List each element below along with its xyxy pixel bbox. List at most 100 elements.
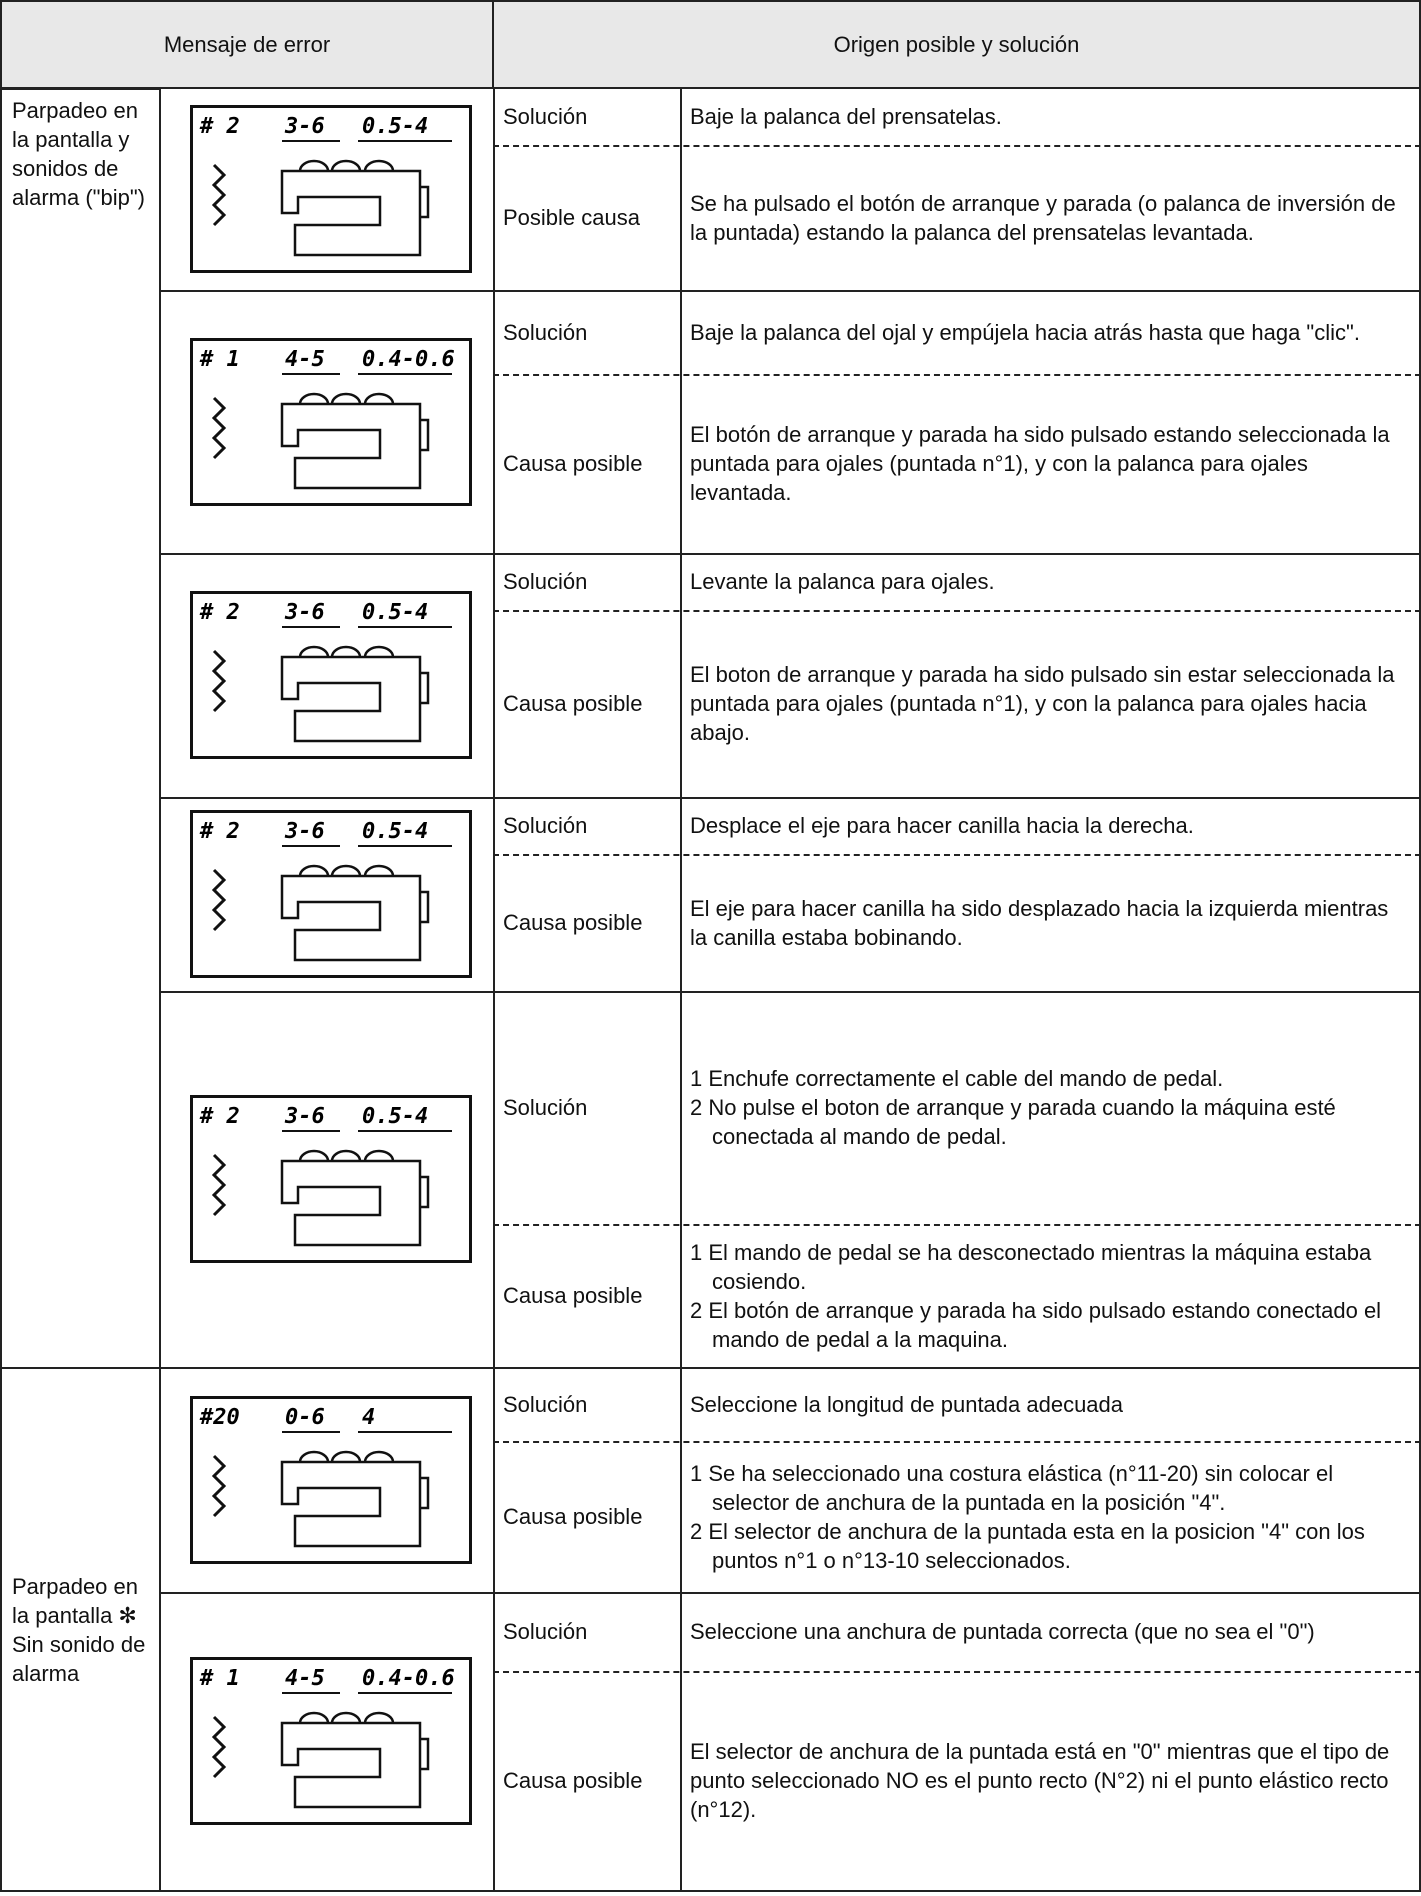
- solution-label: Solución: [493, 290, 680, 374]
- rule: [160, 290, 1421, 292]
- lcd-length: 3-6: [284, 114, 325, 139]
- rule: [680, 1592, 682, 1890]
- lcd-display: # 2 3-6 0.5-4: [190, 810, 472, 978]
- lcd-pattern: # 1: [199, 1666, 240, 1691]
- header-text: Mensaje de error: [163, 32, 331, 57]
- rule: [680, 88, 682, 290]
- cell-text: El selector de anchura de la puntada est…: [690, 1739, 1390, 1822]
- lcd-width: 0.5-4: [362, 600, 428, 625]
- solution-text: Seleccione una anchura de puntada correc…: [680, 1592, 1421, 1671]
- cause-label: Causa posible: [493, 1441, 680, 1592]
- cell-text: Baje la palanca del ojal y empújela haci…: [690, 319, 1360, 345]
- lcd-stitch: [211, 649, 227, 713]
- rule: [493, 797, 495, 991]
- rule: [493, 1592, 495, 1890]
- list-item: 1 Se ha seleccionado una costura elástic…: [690, 1460, 1334, 1515]
- solution-text: 1 Enchufe correctamente el cable del man…: [680, 991, 1421, 1224]
- list-item: 1 Enchufe correctamente el cable del man…: [690, 1066, 1224, 1091]
- lcd-frame: [190, 1657, 472, 1825]
- cell-text: Causa posible: [503, 1768, 643, 1793]
- cause-label: Causa posible: [493, 610, 680, 797]
- list-item: 2 El botón de arranque y parada ha sido …: [690, 1297, 1382, 1352]
- lcd-machine: [280, 1149, 430, 1247]
- lcd-display: # 2 3-6 0.5-4: [190, 105, 472, 273]
- rule: [1419, 553, 1421, 799]
- cell-text: Solución: [503, 1619, 588, 1644]
- rule: [1419, 88, 1421, 292]
- cell-text: Causa posible: [503, 691, 643, 716]
- lcd-machine: [280, 1711, 430, 1809]
- lcd-frame: [190, 810, 472, 978]
- lcd-display: # 1 4-5 0.4-0.6: [190, 1657, 472, 1825]
- cause-text: El boton de arranque y parada ha sido pu…: [680, 610, 1421, 797]
- lcd-pattern: # 2: [199, 1104, 240, 1129]
- header-cell: Mensaje de error: [0, 0, 494, 89]
- cell-text: Levante la palanca para ojales.: [690, 569, 995, 594]
- cell-text: Solución: [503, 104, 588, 129]
- solution-text: Baje la palanca del prensatelas.: [680, 88, 1421, 145]
- rule: [493, 1441, 1421, 1443]
- lcd-pattern: # 2: [199, 114, 240, 139]
- cell-text: Baje la palanca del prensatelas.: [690, 104, 1002, 129]
- rule: [160, 797, 1421, 799]
- cause-label: Causa posible: [493, 374, 680, 553]
- lcd-length: 3-6: [284, 1104, 325, 1129]
- lcd-length: 3-6: [284, 600, 325, 625]
- lcd-length: 0-6: [285, 1405, 325, 1430]
- rule: [1419, 991, 1421, 1369]
- header-text: Origen posible y solución: [833, 32, 1080, 57]
- solution-text: Desplace el eje para hacer canilla hacia…: [680, 797, 1421, 854]
- cell-text: Solución: [503, 569, 588, 594]
- rule: [160, 1367, 1421, 1369]
- lcd-frame: [190, 1396, 472, 1564]
- group-label: Parpadeo en la pantalla ✻ Sin sonido de …: [0, 1367, 161, 1892]
- rule: [680, 290, 682, 553]
- lcd-machine: [280, 159, 430, 257]
- cause-label: Causa posible: [493, 854, 680, 991]
- rule: [493, 553, 495, 797]
- cause-text: El selector de anchura de la puntada est…: [680, 1671, 1421, 1890]
- lcd-display: # 2 3-6 0.5-4: [190, 591, 472, 759]
- lcd-width: 0.5-4: [362, 819, 428, 844]
- rule: [160, 1890, 1421, 1892]
- cause-text: El botón de arranque y parada ha sido pu…: [680, 374, 1421, 553]
- cause-label: Causa posible: [493, 1224, 680, 1367]
- cell-text: Se ha pulsado el botón de arranque y par…: [690, 190, 1396, 245]
- solution-label: Solución: [493, 553, 680, 610]
- rule: [493, 1367, 495, 1592]
- rule: [493, 1671, 1421, 1673]
- lcd-stitch: [211, 1454, 227, 1518]
- lcd-pattern: # 2: [199, 600, 240, 625]
- cell-text: Solución: [503, 1095, 588, 1120]
- solution-label: Solución: [493, 991, 680, 1224]
- cause-text: 1 El mando de pedal se ha desconectado m…: [680, 1224, 1421, 1367]
- cell-text: Causa posible: [503, 1283, 643, 1308]
- lcd-stitch: [211, 1153, 227, 1217]
- solution-text: Seleccione la longitud de puntada adecua…: [680, 1367, 1421, 1441]
- lcd-length: 4-5: [285, 347, 325, 372]
- rule: [160, 553, 1421, 555]
- cause-text: Se ha pulsado el botón de arranque y par…: [680, 145, 1421, 290]
- solution-label: Solución: [493, 1367, 680, 1441]
- lcd-length: 3-6: [284, 819, 325, 844]
- cell-text: Seleccione una anchura de puntada correc…: [690, 1619, 1315, 1644]
- solution-text: Levante la palanca para ojales.: [680, 553, 1421, 610]
- cell-text: Solución: [503, 813, 588, 838]
- solution-label: Solución: [493, 88, 680, 145]
- solution-label: Solución: [493, 1592, 680, 1671]
- header-cell: Origen posible y solución: [492, 0, 1421, 89]
- list-item: 1 El mando de pedal se ha desconectado m…: [690, 1239, 1372, 1294]
- rule: [493, 991, 495, 1367]
- lcd-display: # 1 4-5 0.4-0.6: [190, 338, 472, 506]
- lcd-width: 0.5-4: [362, 114, 428, 139]
- rule: [493, 290, 495, 553]
- lcd-display: #20 0-6 4: [190, 1396, 472, 1564]
- cell-text: Causa posible: [503, 1504, 643, 1529]
- cell-text: Posible causa: [503, 205, 640, 230]
- cell-text: Desplace el eje para hacer canilla hacia…: [690, 813, 1194, 838]
- cell-text: Seleccione la longitud de puntada adecua…: [690, 1391, 1124, 1417]
- rule: [680, 553, 682, 797]
- lcd-stitch: [211, 163, 227, 227]
- solution-label: Solución: [493, 797, 680, 854]
